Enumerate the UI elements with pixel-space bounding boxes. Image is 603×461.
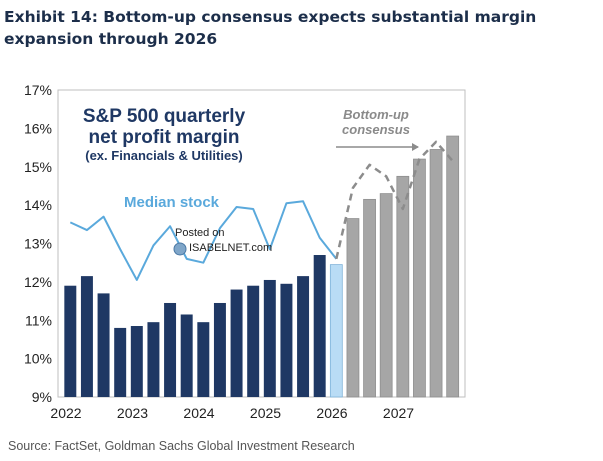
y-axis-labels: 9% 10% 11% 12% 13% 14% 15% 16% 17% (24, 82, 52, 405)
x-tick-label: 2027 (383, 405, 414, 421)
consensus-label-line-1: Bottom-up (343, 107, 409, 122)
x-tick-label: 2024 (183, 405, 214, 421)
x-tick-label: 2025 (250, 405, 281, 421)
consensus-annotation: Bottom-up consensus (336, 107, 419, 151)
lines (69, 140, 454, 281)
historical-bar (114, 327, 127, 397)
historical-bar (147, 322, 160, 397)
historical-bar (247, 285, 260, 397)
watermark: Posted on ISABELNET.com (173, 227, 272, 256)
historical-bar (230, 289, 243, 397)
estimate-bar (429, 149, 443, 398)
y-tick-label: 17% (24, 82, 52, 98)
median-stock-label: Median stock (124, 194, 220, 211)
source-note: Source: FactSet, Goldman Sachs Global In… (8, 439, 355, 453)
watermark-globe-icon (173, 242, 187, 256)
current-bar (329, 264, 343, 398)
median-stock-line (69, 200, 338, 281)
y-tick-label: 12% (24, 274, 52, 290)
historical-bar (64, 285, 77, 397)
exhibit-title: Exhibit 14: Bottom-up consensus expects … (4, 8, 537, 48)
y-tick-label: 10% (24, 351, 52, 367)
historical-bar (180, 314, 193, 397)
historical-bar (197, 322, 210, 397)
estimate-bar (363, 198, 376, 398)
x-tick-label: 2023 (117, 405, 148, 421)
bars (64, 135, 460, 398)
y-tick-label: 14% (24, 197, 52, 213)
x-tick-label: 2022 (50, 405, 81, 421)
historical-bar (313, 255, 326, 397)
y-tick-label: 15% (24, 159, 52, 175)
y-tick-label: 11% (25, 312, 52, 328)
x-axis-labels: 2022 2023 2024 2025 2026 2027 (50, 405, 414, 421)
bottom-up-consensus-line (335, 140, 454, 260)
historical-bar (213, 302, 226, 397)
estimate-bar (413, 158, 426, 398)
historical-bar (297, 276, 310, 397)
y-tick-label: 13% (24, 236, 52, 252)
x-tick-label: 2026 (316, 405, 347, 421)
inner-title: S&P 500 quarterly net profit margin (ex.… (83, 106, 246, 163)
estimate-bar (446, 135, 460, 398)
historical-bar (80, 276, 93, 397)
y-tick-label: 9% (32, 389, 52, 405)
chart-title-line-1: S&P 500 quarterly (83, 106, 246, 127)
estimate-bar (396, 175, 410, 398)
historical-bar (263, 279, 276, 397)
historical-bar (130, 326, 143, 397)
historical-bar (280, 283, 293, 397)
estimate-bar (346, 218, 360, 398)
estimate-bar (379, 193, 393, 398)
watermark-line-2: ISABELNET.com (189, 242, 272, 254)
y-tick-label: 16% (24, 120, 52, 136)
chart-subtitle: (ex. Financials & Utilities) (85, 148, 243, 163)
chart-title-line-2: net profit margin (89, 127, 240, 148)
watermark-line-1: Posted on (175, 227, 225, 239)
historical-bar (97, 293, 110, 397)
historical-bar (164, 302, 177, 397)
consensus-label-line-2: consensus (342, 122, 410, 137)
